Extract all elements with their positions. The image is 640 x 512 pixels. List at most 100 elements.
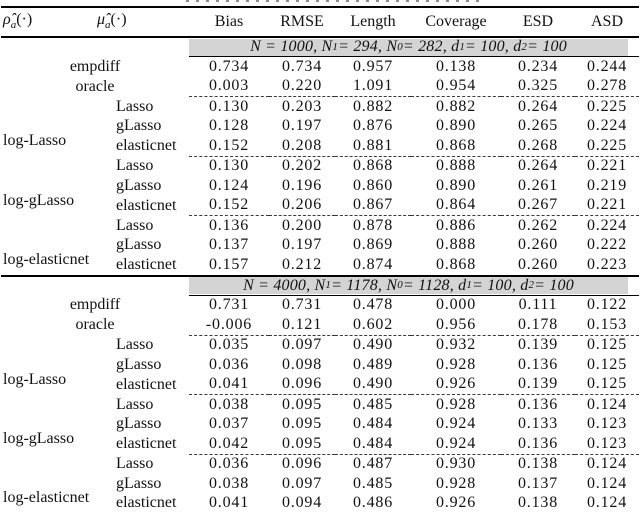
value-cell: 0.042 (209, 434, 249, 452)
value-cell: 0.888 (436, 236, 476, 254)
value-cell: 0.225 (575, 96, 639, 117)
value-cell: 0.200 (269, 215, 335, 236)
method-label: gLasso (116, 474, 162, 492)
table-row: log-gLasso Lasso 0.130 0.202 0.868 0.888… (1, 155, 639, 208)
value-cell: 0.478 (353, 296, 393, 314)
table-row: empdiff 0.731 0.731 0.478 0.000 0.111 0.… (1, 295, 639, 315)
method-label: gLasso (116, 176, 162, 194)
value-cell: 0.152 (209, 136, 249, 154)
value-cell: 0.038 (209, 474, 249, 492)
value-cell: 0.881 (353, 136, 393, 154)
value-cell: 0.869 (353, 236, 393, 254)
table-row: elasticnet 0.042 0.095 0.484 0.924 0.136… (1, 434, 639, 454)
value-cell: 0.876 (353, 117, 393, 135)
value-cell: 0.124 (575, 394, 639, 415)
value-cell: 0.136 (518, 355, 558, 373)
value-cell: 0.882 (335, 96, 411, 117)
value-cell: 0.153 (587, 315, 627, 333)
value-cell: 0.219 (587, 176, 627, 194)
mu-subscript: a (105, 19, 111, 32)
value-cell: 0.157 (209, 255, 249, 273)
value-cell: 0.123 (587, 434, 627, 452)
group-label: log-gLasso (3, 191, 75, 209)
value-cell: 0.197 (282, 236, 322, 254)
value-cell: 0.734 (282, 57, 322, 75)
metric-header-coverage: Coverage (411, 7, 501, 38)
table-row: elasticnet 0.157 0.212 0.874 0.868 0.260… (1, 255, 639, 276)
value-cell: 0.221 (575, 155, 639, 176)
group-label: log-elasticnet (3, 250, 90, 268)
value-cell: 0.864 (436, 196, 476, 214)
table-header: ρ̂a(·) μ̂a(·) Bias RMSE Length Coverage … (1, 7, 639, 38)
row-label: oracle (75, 316, 115, 333)
value-cell: 0.224 (575, 215, 639, 236)
value-cell: 0.036 (209, 355, 249, 373)
value-cell: 0.928 (411, 394, 501, 415)
value-cell: 0.094 (282, 494, 322, 512)
method-label: gLasso (116, 117, 162, 135)
value-cell: 0.203 (269, 96, 335, 117)
method-label: gLasso (116, 236, 162, 254)
value-cell: 0.882 (411, 96, 501, 117)
value-cell: 0.208 (282, 136, 322, 154)
row-label: empdiff (69, 57, 121, 75)
value-cell: 0.196 (282, 176, 322, 194)
method-label: Lasso (116, 97, 154, 115)
rho-column-header: ρ̂a(·) (1, 7, 93, 38)
value-cell: 0.111 (518, 296, 558, 314)
value-cell: 0.734 (209, 57, 249, 75)
method-label: elasticnet (116, 435, 177, 452)
value-cell: 0.125 (575, 334, 639, 355)
table-row: gLasso 0.036 0.098 0.489 0.928 0.136 0.1… (1, 355, 639, 375)
value-cell: 0.212 (282, 255, 322, 273)
method-label: Lasso (116, 455, 154, 472)
value-cell: 0.924 (436, 434, 476, 452)
value-cell: 0.096 (282, 375, 322, 393)
method-label: elasticnet (116, 494, 177, 512)
clipped-caption-fragment (186, 0, 482, 2)
value-cell: 0.095 (282, 415, 322, 433)
value-cell: 0.490 (335, 334, 411, 355)
value-cell: 0.930 (411, 453, 501, 474)
value-cell: 0.484 (353, 415, 393, 433)
method-label: Lasso (116, 216, 154, 234)
value-cell: 0.124 (587, 494, 627, 512)
row-label: oracle (75, 77, 115, 95)
value-cell: 0.138 (436, 57, 476, 75)
table-row: elasticnet 0.152 0.206 0.867 0.864 0.267… (1, 196, 639, 216)
value-cell: 0.926 (436, 494, 476, 512)
value-cell: 0.957 (353, 57, 393, 75)
value-cell: 0.489 (353, 355, 393, 373)
value-cell: 0.267 (518, 196, 558, 214)
value-cell: 0.139 (501, 334, 575, 355)
value-cell: 0.125 (587, 355, 627, 373)
row-label: empdiff (69, 296, 121, 313)
rho-paren: (·) (16, 11, 33, 29)
metric-header-esd: ESD (501, 7, 575, 38)
rho-hat-symbol: ρ̂ (3, 11, 11, 29)
group-label: log-Lasso (3, 370, 67, 388)
value-cell: 0.868 (436, 136, 476, 154)
value-cell: 0.125 (587, 375, 627, 393)
table-row: log-Lasso Lasso 0.130 0.203 0.882 0.882 … (1, 96, 639, 148)
value-cell: 0.038 (189, 394, 269, 415)
metric-header-bias: Bias (189, 7, 269, 38)
value-cell: 0.878 (335, 215, 411, 236)
table-row: gLasso 0.124 0.196 0.860 0.890 0.261 0.2… (1, 176, 639, 196)
value-cell: 0.264 (501, 96, 575, 117)
value-cell: 0.136 (501, 394, 575, 415)
value-cell: 0.956 (436, 315, 476, 333)
value-cell: 0.868 (335, 155, 411, 176)
method-label: elasticnet (116, 137, 177, 154)
value-cell: 0.122 (587, 296, 627, 314)
value-cell: 0.260 (518, 255, 558, 273)
value-cell: 0.136 (518, 434, 558, 452)
value-cell: 0.097 (269, 334, 335, 355)
table-row: log-gLasso Lasso 0.038 0.095 0.485 0.928… (1, 394, 639, 446)
value-cell: 0.098 (282, 355, 322, 373)
